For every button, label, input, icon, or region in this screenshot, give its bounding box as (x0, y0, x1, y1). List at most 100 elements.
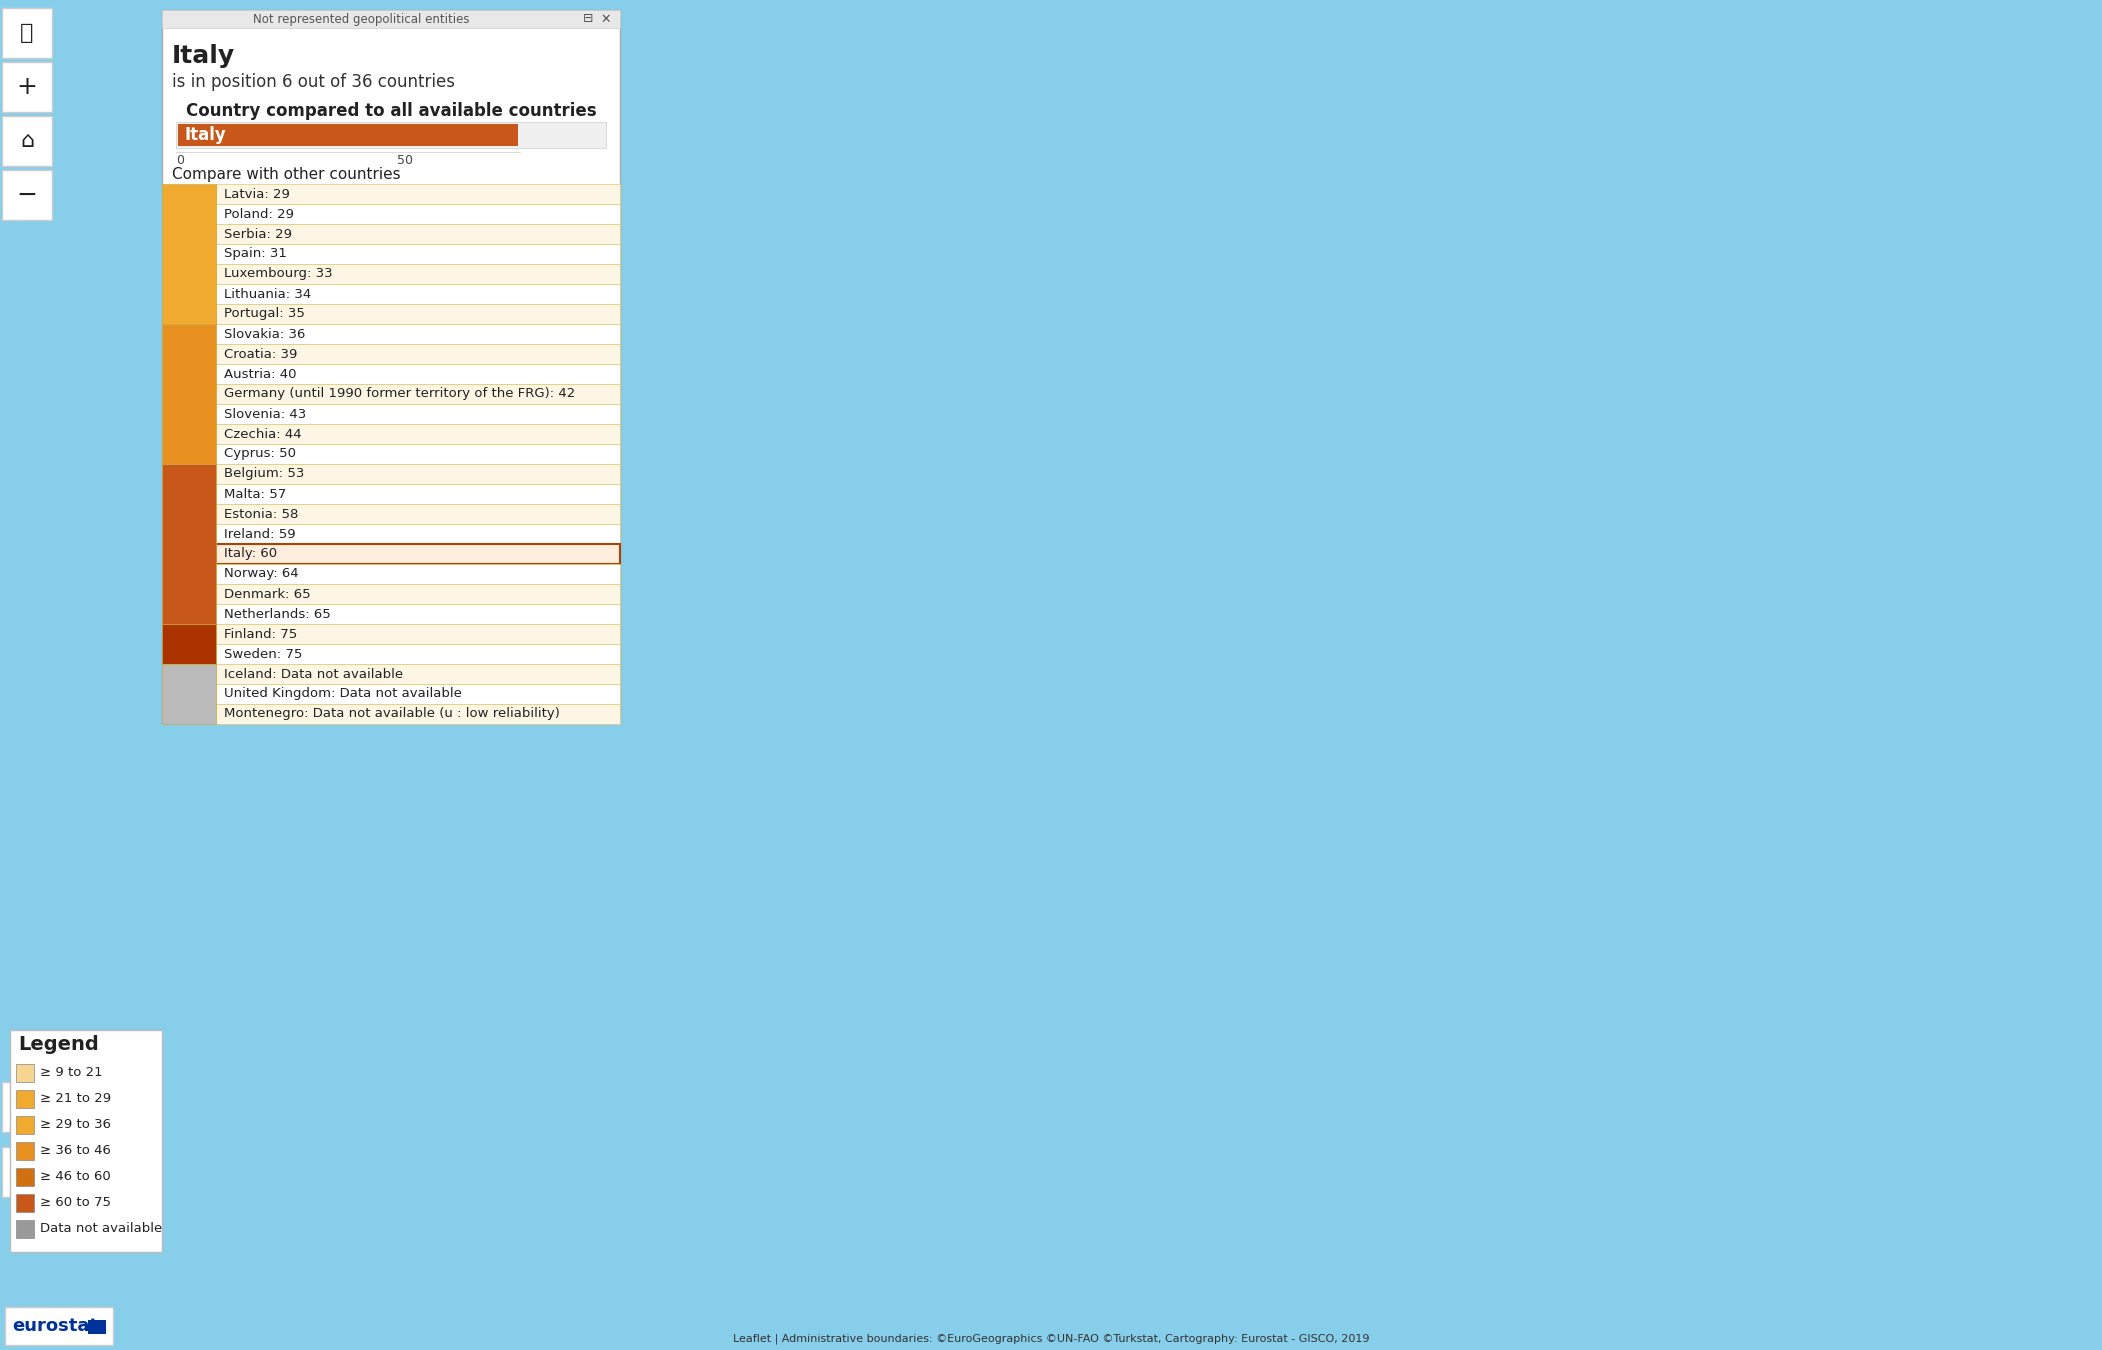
Text: ≥ 29 to 36: ≥ 29 to 36 (40, 1119, 111, 1131)
Text: Slovakia: 36: Slovakia: 36 (225, 328, 305, 340)
FancyBboxPatch shape (217, 265, 620, 284)
FancyBboxPatch shape (217, 324, 620, 344)
Text: Czechia: 44: Czechia: 44 (225, 428, 301, 440)
Text: Ireland: 59: Ireland: 59 (225, 528, 296, 540)
FancyBboxPatch shape (17, 1064, 34, 1081)
FancyBboxPatch shape (217, 304, 620, 324)
Text: Austria: 40: Austria: 40 (225, 367, 296, 381)
Text: Poland: 29: Poland: 29 (225, 208, 294, 220)
Text: ≥ 60 to 75: ≥ 60 to 75 (40, 1196, 111, 1210)
FancyBboxPatch shape (217, 184, 620, 204)
FancyBboxPatch shape (162, 184, 217, 324)
FancyBboxPatch shape (2, 1081, 53, 1133)
Text: Cyprus: 50: Cyprus: 50 (225, 447, 296, 460)
Text: 🖨: 🖨 (21, 1098, 34, 1116)
FancyBboxPatch shape (17, 1089, 34, 1108)
FancyBboxPatch shape (162, 9, 620, 28)
FancyBboxPatch shape (17, 1168, 34, 1187)
FancyBboxPatch shape (217, 485, 620, 504)
Text: Sweden: 75: Sweden: 75 (225, 648, 303, 660)
Text: Montenegro: Data not available (u : low reliability): Montenegro: Data not available (u : low … (225, 707, 559, 721)
Text: is in position 6 out of 36 countries: is in position 6 out of 36 countries (172, 73, 454, 90)
Text: Lithuania: 34: Lithuania: 34 (225, 288, 311, 301)
FancyBboxPatch shape (179, 124, 517, 146)
Text: Compare with other countries: Compare with other countries (172, 166, 401, 181)
FancyBboxPatch shape (2, 116, 53, 166)
Text: Netherlands: 65: Netherlands: 65 (225, 608, 330, 621)
FancyBboxPatch shape (2, 8, 53, 58)
FancyBboxPatch shape (217, 644, 620, 664)
FancyBboxPatch shape (217, 524, 620, 544)
FancyBboxPatch shape (162, 664, 217, 724)
FancyBboxPatch shape (2, 1148, 53, 1197)
Text: Not represented geopolitical entities: Not represented geopolitical entities (252, 12, 469, 26)
FancyBboxPatch shape (217, 464, 620, 485)
FancyBboxPatch shape (217, 684, 620, 703)
Text: ≥ 36 to 46: ≥ 36 to 46 (40, 1145, 111, 1157)
Text: Norway: 64: Norway: 64 (225, 567, 298, 580)
Text: +: + (17, 76, 38, 99)
FancyBboxPatch shape (17, 1193, 34, 1212)
FancyBboxPatch shape (88, 1320, 105, 1334)
Text: Portugal: 35: Portugal: 35 (225, 308, 305, 320)
FancyBboxPatch shape (217, 224, 620, 244)
FancyBboxPatch shape (217, 504, 620, 524)
FancyBboxPatch shape (217, 603, 620, 624)
FancyBboxPatch shape (217, 664, 620, 684)
FancyBboxPatch shape (217, 424, 620, 444)
Text: Germany (until 1990 former territory of the FRG): 42: Germany (until 1990 former territory of … (225, 387, 576, 401)
FancyBboxPatch shape (217, 404, 620, 424)
FancyBboxPatch shape (217, 383, 620, 404)
Text: Malta: 57: Malta: 57 (225, 487, 286, 501)
FancyBboxPatch shape (2, 170, 53, 220)
Text: ✏: ✏ (17, 1162, 36, 1183)
FancyBboxPatch shape (11, 1030, 162, 1251)
FancyBboxPatch shape (217, 344, 620, 364)
FancyBboxPatch shape (4, 1307, 114, 1345)
Text: Denmark: 65: Denmark: 65 (225, 587, 311, 601)
FancyBboxPatch shape (217, 364, 620, 383)
Text: eurostat: eurostat (13, 1318, 99, 1335)
Text: Italy: 60: Italy: 60 (225, 548, 277, 560)
Text: 0: 0 (177, 154, 185, 166)
Text: Iceland: Data not available: Iceland: Data not available (225, 667, 404, 680)
Text: Estonia: 58: Estonia: 58 (225, 508, 298, 521)
FancyBboxPatch shape (217, 244, 620, 265)
Text: Data not available: Data not available (40, 1223, 162, 1235)
FancyBboxPatch shape (217, 564, 620, 585)
FancyBboxPatch shape (177, 122, 605, 148)
Text: Italy: Italy (185, 126, 225, 144)
Text: Finland: 75: Finland: 75 (225, 628, 296, 640)
Text: 50: 50 (397, 154, 414, 166)
Text: 🌐: 🌐 (21, 23, 34, 43)
FancyBboxPatch shape (162, 464, 217, 624)
FancyBboxPatch shape (2, 62, 53, 112)
Text: ⌂: ⌂ (19, 131, 34, 151)
Text: United Kingdom: Data not available: United Kingdom: Data not available (225, 687, 462, 701)
FancyBboxPatch shape (17, 1220, 34, 1238)
Text: Italy: Italy (172, 45, 235, 68)
FancyBboxPatch shape (217, 204, 620, 224)
FancyBboxPatch shape (17, 1116, 34, 1134)
Text: Croatia: 39: Croatia: 39 (225, 347, 296, 360)
Text: Leaflet | Administrative boundaries: ©EuroGeographics ©UN-FAO ©Turkstat, Cartogr: Leaflet | Administrative boundaries: ©Eu… (734, 1334, 1368, 1345)
Text: ≥ 9 to 21: ≥ 9 to 21 (40, 1066, 103, 1080)
Text: Luxembourg: 33: Luxembourg: 33 (225, 267, 332, 281)
Text: Belgium: 53: Belgium: 53 (225, 467, 305, 481)
FancyBboxPatch shape (162, 9, 620, 722)
FancyBboxPatch shape (217, 703, 620, 724)
FancyBboxPatch shape (17, 1142, 34, 1160)
Text: Slovenia: 43: Slovenia: 43 (225, 408, 307, 420)
Text: ⊟: ⊟ (582, 12, 593, 26)
Text: Spain: 31: Spain: 31 (225, 247, 286, 261)
Text: ≥ 21 to 29: ≥ 21 to 29 (40, 1092, 111, 1106)
Text: Serbia: 29: Serbia: 29 (225, 228, 292, 240)
Text: ✕: ✕ (601, 12, 612, 26)
FancyBboxPatch shape (217, 544, 620, 564)
Text: −: − (17, 184, 38, 207)
Text: ≥ 46 to 60: ≥ 46 to 60 (40, 1170, 111, 1184)
FancyBboxPatch shape (217, 585, 620, 603)
FancyBboxPatch shape (162, 624, 217, 664)
Text: Latvia: 29: Latvia: 29 (225, 188, 290, 201)
FancyBboxPatch shape (162, 324, 217, 464)
